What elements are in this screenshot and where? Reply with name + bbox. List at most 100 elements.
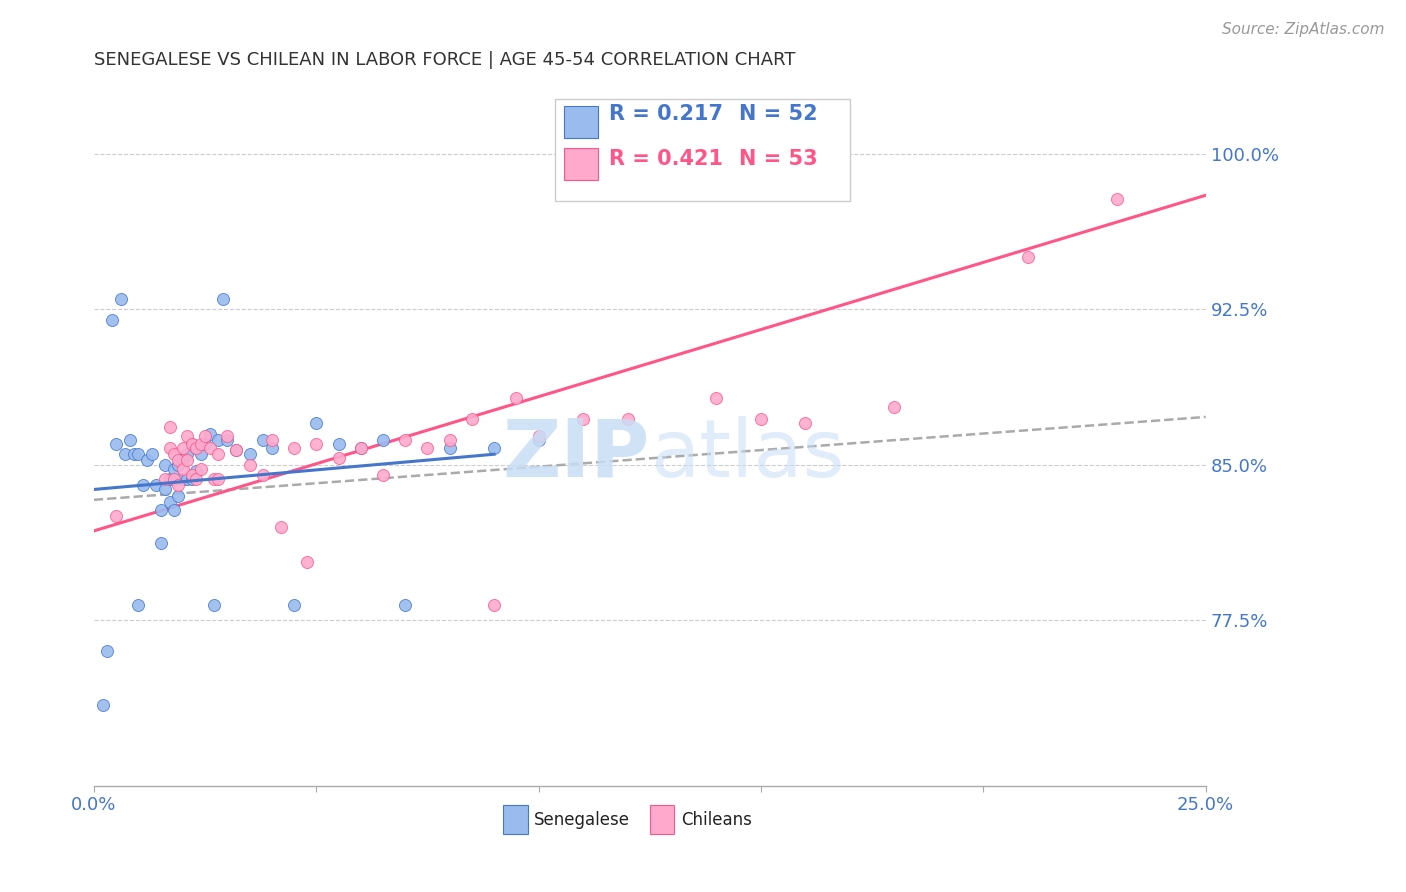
Point	[198, 426, 221, 441]
Point	[706, 392, 728, 406]
Point	[527, 433, 550, 447]
Point	[202, 472, 225, 486]
Point	[167, 489, 190, 503]
Point	[371, 433, 394, 447]
Point	[305, 416, 328, 430]
Point	[180, 472, 202, 486]
Point	[159, 495, 181, 509]
Point	[159, 441, 181, 455]
Point	[207, 472, 229, 486]
Point	[159, 420, 181, 434]
Point	[127, 447, 149, 461]
Point	[190, 447, 212, 461]
Text: N = 52: N = 52	[738, 104, 817, 125]
Point	[96, 644, 118, 658]
Point	[180, 437, 202, 451]
Point	[176, 447, 198, 461]
Point	[141, 447, 163, 461]
Point	[172, 453, 194, 467]
Point	[794, 416, 817, 430]
Point	[145, 478, 167, 492]
Point	[394, 599, 416, 613]
Point	[439, 433, 461, 447]
Text: ZIP: ZIP	[502, 416, 650, 493]
Bar	[503, 805, 527, 834]
Point	[217, 428, 239, 442]
Point	[163, 447, 186, 461]
Point	[159, 472, 181, 486]
Text: Senegalese: Senegalese	[534, 811, 630, 829]
Bar	[555, 99, 849, 201]
Point	[283, 441, 305, 455]
Point	[225, 443, 247, 458]
Point	[167, 453, 190, 467]
Point	[122, 447, 145, 461]
Point	[394, 433, 416, 447]
Point	[616, 412, 638, 426]
Point	[176, 428, 198, 442]
Point	[461, 412, 484, 426]
Point	[1105, 193, 1128, 207]
Point	[572, 412, 595, 426]
Bar	[564, 106, 598, 137]
Point	[1017, 251, 1039, 265]
Point	[207, 433, 229, 447]
Text: R = 0.217: R = 0.217	[609, 104, 723, 125]
Point	[100, 312, 122, 326]
Bar	[650, 805, 675, 834]
Point	[190, 437, 212, 451]
Point	[149, 503, 172, 517]
Point	[118, 433, 141, 447]
Point	[163, 503, 186, 517]
Point	[350, 441, 373, 455]
Point	[194, 437, 217, 451]
Point	[297, 555, 319, 569]
Point	[136, 453, 159, 467]
Point	[883, 400, 905, 414]
Text: SENEGALESE VS CHILEAN IN LABOR FORCE | AGE 45-54 CORRELATION CHART: SENEGALESE VS CHILEAN IN LABOR FORCE | A…	[94, 51, 796, 69]
Point	[371, 467, 394, 482]
Point	[416, 441, 439, 455]
Point	[305, 437, 328, 451]
Point	[194, 428, 217, 442]
Text: atlas: atlas	[650, 416, 844, 493]
Point	[212, 292, 235, 306]
Point	[482, 599, 505, 613]
Point	[505, 392, 527, 406]
Point	[153, 458, 176, 472]
Point	[439, 441, 461, 455]
Point	[198, 441, 221, 455]
Point	[217, 433, 239, 447]
Point	[105, 437, 128, 451]
Text: R = 0.421: R = 0.421	[609, 149, 723, 169]
Point	[270, 520, 292, 534]
Point	[172, 472, 194, 486]
Point	[127, 599, 149, 613]
Point	[239, 458, 262, 472]
Point	[110, 292, 132, 306]
Point	[153, 483, 176, 497]
Point	[167, 458, 190, 472]
Point	[105, 509, 128, 524]
Point	[186, 441, 208, 455]
Point	[207, 447, 229, 461]
Point	[163, 472, 186, 486]
Text: Chileans: Chileans	[681, 811, 752, 829]
Point	[153, 472, 176, 486]
Point	[180, 467, 202, 482]
Point	[91, 698, 114, 712]
Point	[172, 461, 194, 475]
Point	[186, 464, 208, 478]
Point	[527, 428, 550, 442]
Point	[167, 478, 190, 492]
Point	[260, 433, 283, 447]
Text: Source: ZipAtlas.com: Source: ZipAtlas.com	[1222, 22, 1385, 37]
Point	[482, 441, 505, 455]
Point	[350, 441, 373, 455]
Bar	[564, 148, 598, 180]
Point	[163, 461, 186, 475]
Point	[176, 453, 198, 467]
Point	[149, 536, 172, 550]
Point	[172, 441, 194, 455]
Point	[283, 599, 305, 613]
